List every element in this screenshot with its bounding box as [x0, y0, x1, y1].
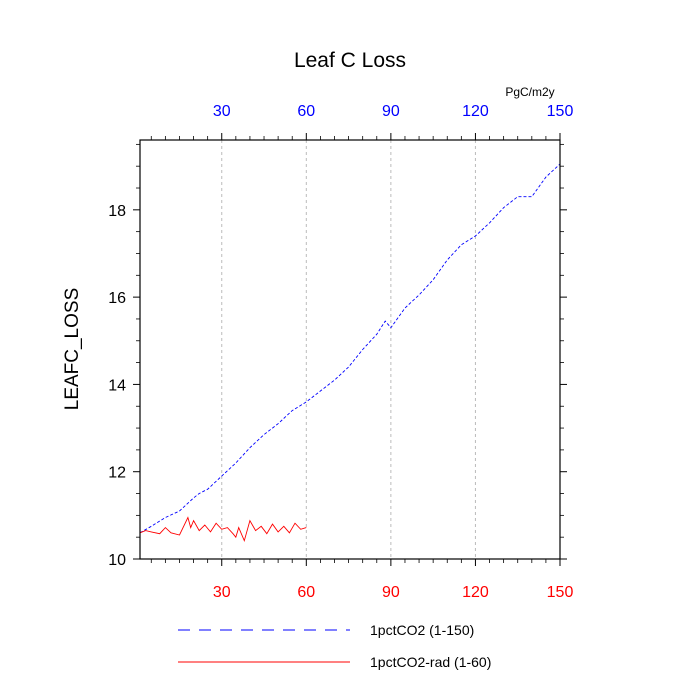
- x-tick-label-top: 90: [382, 103, 400, 120]
- series-layer: [139, 163, 561, 543]
- y-tick-label: 10: [108, 552, 126, 569]
- x-tick-label-top: 150: [547, 103, 574, 120]
- y-tick-label: 12: [108, 465, 126, 482]
- axis-ticks: 30 60 90 120 150 30 60 90 120 150 10 12 14 16 18: [108, 103, 573, 601]
- legend: 1pctCO2 (1-150) 1pctCO2-rad (1-60): [178, 622, 491, 670]
- y-tick-label: 18: [108, 203, 126, 220]
- x-tick-label-bottom: 90: [382, 584, 400, 601]
- series-line-0: [139, 163, 561, 534]
- grid: [221, 140, 476, 559]
- x-tick-label-top: 60: [297, 103, 315, 120]
- x-tick-label-bottom: 30: [213, 584, 231, 601]
- units-label: PgC/m2y: [505, 85, 554, 99]
- legend-label-1: 1pctCO2-rad (1-60): [370, 654, 491, 670]
- x-tick-label-top: 30: [213, 103, 231, 120]
- x-tick-label-bottom: 60: [297, 584, 315, 601]
- y-tick-label: 14: [108, 377, 126, 394]
- plot-frame: [139, 139, 561, 560]
- chart-title: Leaf C Loss: [294, 49, 406, 72]
- series-line-1: [139, 516, 307, 543]
- x-tick-label-bottom: 120: [462, 584, 489, 601]
- y-tick-label: 16: [108, 290, 126, 307]
- legend-label-0: 1pctCO2 (1-150): [370, 622, 474, 638]
- y-axis-label: LEAFC_LOSS: [62, 288, 83, 411]
- x-tick-label-top: 120: [462, 103, 489, 120]
- x-tick-label-bottom: 150: [547, 584, 574, 601]
